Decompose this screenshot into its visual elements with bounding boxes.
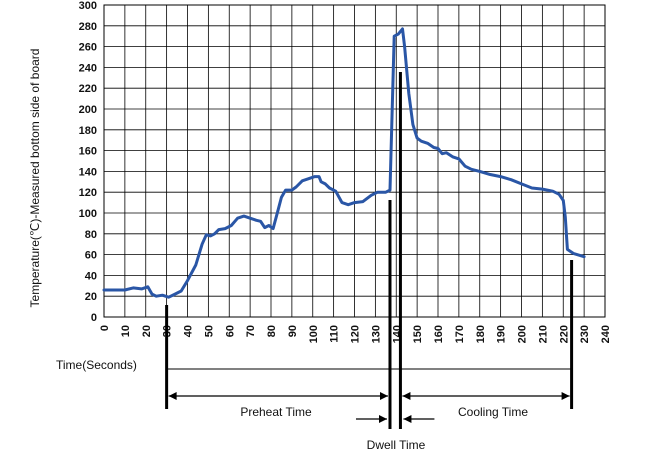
cooling-label: Cooling Time bbox=[458, 405, 528, 419]
x-tick-label: 40 bbox=[183, 325, 195, 337]
dwell-label: Dwell Time bbox=[367, 438, 426, 452]
y-tick-label: 40 bbox=[85, 270, 97, 282]
dwell-right-arrow-head bbox=[403, 415, 412, 423]
x-tick-label: 170 bbox=[454, 325, 466, 343]
x-tick-label: 10 bbox=[120, 325, 132, 337]
y-tick-label: 160 bbox=[79, 146, 97, 158]
phase-annotations bbox=[165, 72, 574, 429]
temperature-series-line bbox=[102, 27, 586, 299]
y-tick-labels: 0 20 40 60 80 100 120 140 160 180 200 220 240 260 280 3… bbox=[79, 0, 97, 324]
x-tick-label: 150 bbox=[412, 325, 424, 343]
x-tick-label: 70 bbox=[245, 325, 257, 337]
grid-lines bbox=[104, 5, 605, 317]
y-tick-label: 200 bbox=[79, 104, 97, 116]
x-tick-label: 120 bbox=[350, 325, 362, 343]
plot-frame bbox=[103, 4, 606, 318]
preheat-label: Preheat Time bbox=[240, 405, 312, 419]
cooling-arrow-head bbox=[561, 392, 570, 400]
y-tick-label: 240 bbox=[79, 62, 97, 74]
x-tick-label: 200 bbox=[517, 325, 529, 343]
y-tick-label: 20 bbox=[85, 291, 97, 303]
y-tick-label: 80 bbox=[85, 229, 97, 241]
x-tick-label: 50 bbox=[203, 325, 215, 337]
x-tick-label: 100 bbox=[308, 325, 320, 343]
preheat-arrow-head bbox=[168, 392, 177, 400]
y-tick-label: 100 bbox=[79, 208, 97, 220]
x-tick-label: 190 bbox=[496, 325, 508, 343]
x-tick-labels: 0102030405060708090100110120130140150160… bbox=[99, 325, 612, 343]
cooling-arrow-head bbox=[402, 392, 411, 400]
x-tick-label: 0 bbox=[99, 325, 111, 331]
x-tick-label: 230 bbox=[579, 325, 591, 343]
x-tick-label: 240 bbox=[600, 325, 612, 343]
y-tick-label: 60 bbox=[85, 250, 97, 262]
x-axis-label: Time(Seconds) bbox=[56, 358, 137, 372]
y-tick-label: 280 bbox=[79, 21, 97, 33]
x-tick-label: 90 bbox=[287, 325, 299, 337]
y-tick-label: 0 bbox=[91, 312, 97, 324]
x-tick-label: 180 bbox=[475, 325, 487, 343]
dwell-left-arrow-head bbox=[378, 415, 387, 423]
x-tick-label: 80 bbox=[266, 325, 278, 337]
y-tick-label: 120 bbox=[79, 187, 97, 199]
y-tick-label: 140 bbox=[79, 166, 97, 178]
y-axis-label: Temperature(℃)-Measured bottom side of b… bbox=[28, 49, 42, 308]
x-tick-label: 210 bbox=[537, 325, 549, 343]
x-tick-label: 60 bbox=[224, 325, 236, 337]
x-tick-label: 110 bbox=[329, 325, 341, 343]
y-tick-label: 180 bbox=[79, 125, 97, 137]
x-tick-label: 130 bbox=[370, 325, 382, 343]
x-tick-label: 220 bbox=[558, 325, 570, 343]
preheat-arrow-head bbox=[379, 392, 388, 400]
y-tick-label: 220 bbox=[79, 83, 97, 95]
x-tick-label: 160 bbox=[433, 325, 445, 343]
x-tick-label: 20 bbox=[141, 325, 153, 337]
y-tick-label: 300 bbox=[79, 0, 97, 12]
y-tick-label: 260 bbox=[79, 42, 97, 54]
